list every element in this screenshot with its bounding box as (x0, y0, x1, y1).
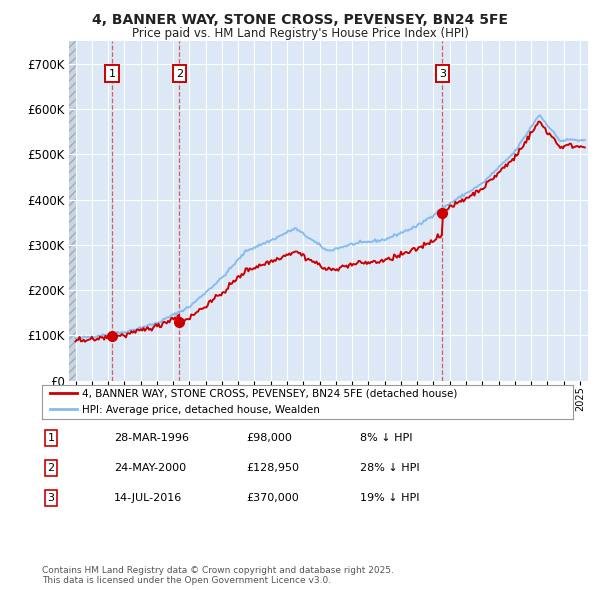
Text: HPI: Average price, detached house, Wealden: HPI: Average price, detached house, Weal… (82, 405, 320, 415)
Text: 14-JUL-2016: 14-JUL-2016 (114, 493, 182, 503)
Text: 4, BANNER WAY, STONE CROSS, PEVENSEY, BN24 5FE (detached house): 4, BANNER WAY, STONE CROSS, PEVENSEY, BN… (82, 389, 457, 399)
Text: Price paid vs. HM Land Registry's House Price Index (HPI): Price paid vs. HM Land Registry's House … (131, 27, 469, 40)
Text: 8% ↓ HPI: 8% ↓ HPI (360, 433, 413, 442)
Text: 1: 1 (47, 433, 55, 442)
Text: 4, BANNER WAY, STONE CROSS, PEVENSEY, BN24 5FE: 4, BANNER WAY, STONE CROSS, PEVENSEY, BN… (92, 13, 508, 27)
Text: 3: 3 (47, 493, 55, 503)
Text: 19% ↓ HPI: 19% ↓ HPI (360, 493, 419, 503)
Text: 2: 2 (176, 68, 183, 78)
Text: 1: 1 (109, 68, 115, 78)
Text: £370,000: £370,000 (246, 493, 299, 503)
Text: 3: 3 (439, 68, 446, 78)
Text: 24-MAY-2000: 24-MAY-2000 (114, 463, 186, 473)
Text: 28-MAR-1996: 28-MAR-1996 (114, 433, 189, 442)
Text: £128,950: £128,950 (246, 463, 299, 473)
Text: Contains HM Land Registry data © Crown copyright and database right 2025.
This d: Contains HM Land Registry data © Crown c… (42, 566, 394, 585)
Text: 28% ↓ HPI: 28% ↓ HPI (360, 463, 419, 473)
Text: £98,000: £98,000 (246, 433, 292, 442)
Text: 2: 2 (47, 463, 55, 473)
Bar (69, 41, 76, 381)
